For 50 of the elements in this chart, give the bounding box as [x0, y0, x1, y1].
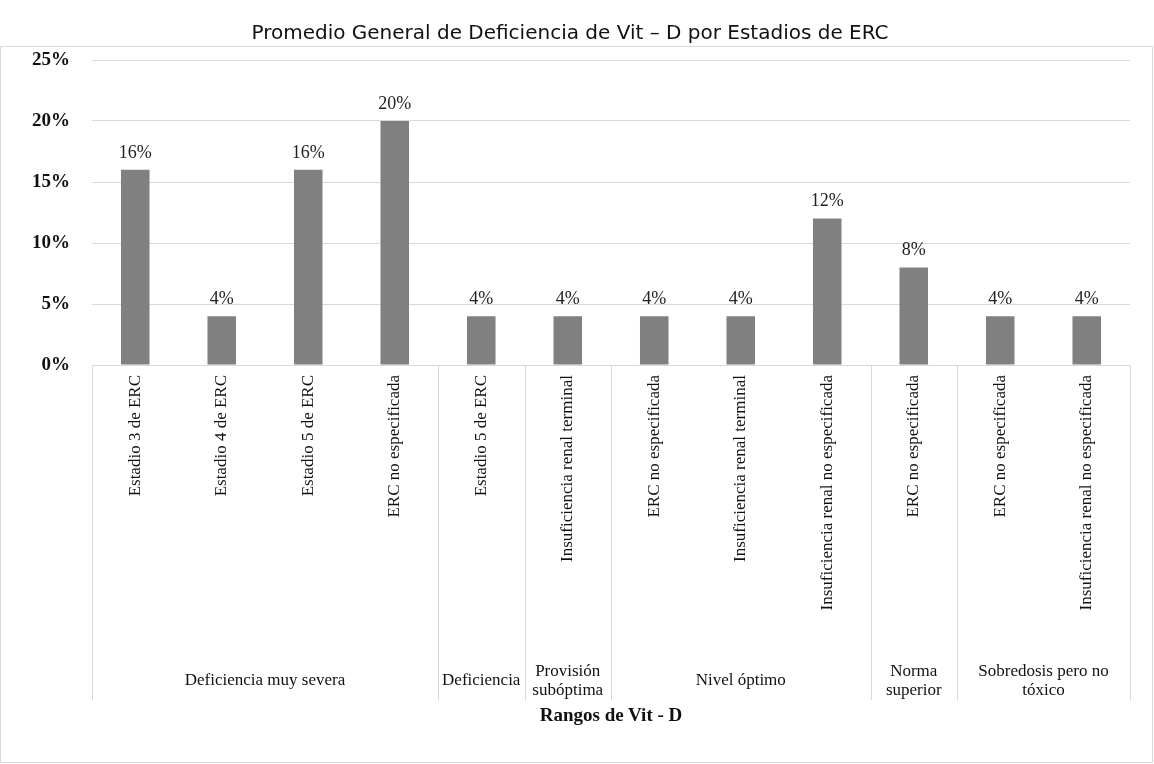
- data-label: 12%: [810, 190, 844, 211]
- x-tick-label: Insuficiencia renal terminal: [557, 374, 577, 562]
- bar: [899, 267, 929, 365]
- x-tick-label: ERC no especificada: [643, 374, 663, 518]
- text: Nivel óptimo: [695, 670, 786, 690]
- y-tick-label: 0%: [41, 352, 70, 374]
- x-axis-title: Rangos de Vit - D: [539, 703, 683, 725]
- text: Deficiencia: [442, 670, 521, 690]
- bar: [120, 169, 150, 365]
- x-tick-label: ERC no especificada: [989, 374, 1009, 518]
- data-label: 4%: [469, 287, 494, 308]
- data-label: 16%: [118, 141, 152, 162]
- text: Deficiencia muy severa: [184, 670, 346, 690]
- data-label: 4%: [555, 287, 580, 308]
- bar: [639, 316, 669, 365]
- bar: [380, 121, 410, 365]
- chart-title: Promedio General de Deficiencia de Vit – D por Estadios de ERC: [251, 20, 889, 45]
- bar: [466, 316, 496, 365]
- y-tick-label: 15%: [32, 169, 70, 191]
- data-label: 4%: [988, 287, 1013, 308]
- data-label: 16%: [291, 141, 325, 162]
- x-tick-label: Insuficiencia renal no especificada: [816, 374, 836, 611]
- text: Sobredosis pero no tóxico: [978, 660, 1109, 699]
- y-tick-label: 10%: [32, 230, 70, 252]
- bar: [1072, 316, 1102, 365]
- x-tick-label: Estadio 5 de ERC: [297, 375, 317, 497]
- bar: [985, 316, 1015, 365]
- data-label: 4%: [1074, 287, 1099, 308]
- x-tick-label: ERC no especificada: [384, 374, 404, 518]
- bar: [726, 316, 756, 365]
- data-label: 8%: [901, 239, 926, 260]
- data-label: 4%: [209, 287, 234, 308]
- data-label: 4%: [642, 287, 667, 308]
- bar: [812, 218, 842, 365]
- x-tick-label: Estadio 5 de ERC: [470, 375, 490, 497]
- data-label: 20%: [378, 92, 412, 113]
- y-tick-label: 25%: [32, 47, 70, 69]
- x-tick-label: Estadio 3 de ERC: [124, 375, 144, 497]
- data-label: 4%: [728, 287, 753, 308]
- x-tick-label: ERC no especificada: [903, 374, 923, 518]
- x-tick-label: Insuficiencia renal terminal: [730, 374, 750, 562]
- x-tick-label: Insuficiencia renal no especificada: [1076, 374, 1096, 611]
- bar: [207, 316, 237, 365]
- bar: [293, 169, 323, 365]
- y-tick-label: 5%: [41, 291, 70, 313]
- y-tick-label: 20%: [32, 108, 70, 130]
- x-tick-label: Estadio 4 de ERC: [211, 375, 231, 497]
- text: Norma superior: [885, 660, 942, 699]
- bar: [553, 316, 583, 365]
- text: Provisión subóptima: [532, 660, 604, 699]
